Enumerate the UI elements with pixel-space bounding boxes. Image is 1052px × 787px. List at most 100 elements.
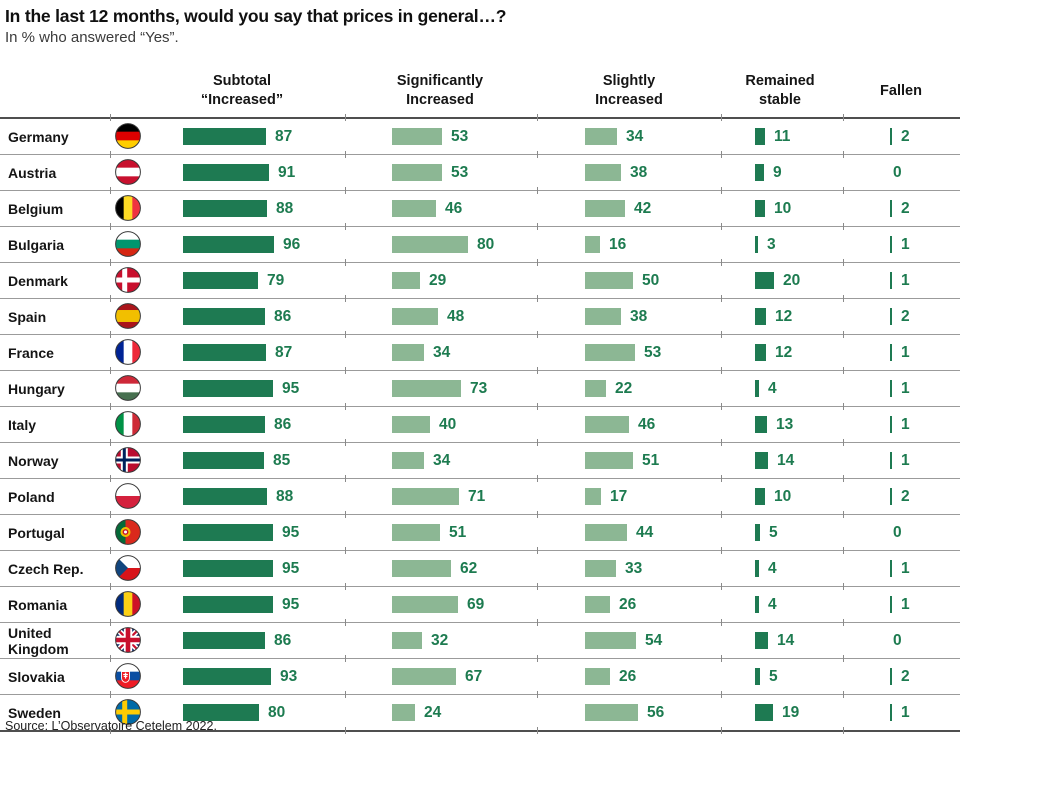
column-divider-tick	[721, 367, 722, 374]
bar-fallen	[890, 272, 892, 289]
bar-subtotal-increased	[183, 200, 267, 217]
czech-rep-flag-icon	[115, 555, 141, 581]
column-divider-tick	[721, 475, 722, 482]
country-label: Bulgaria	[8, 236, 65, 253]
bar-subtotal-increased	[183, 164, 269, 181]
table-row: Germany 87 53 34 11 2	[0, 119, 960, 158]
column-divider-tick	[843, 439, 844, 446]
bar-value-fallen: 2	[901, 487, 910, 505]
column-divider-tick	[110, 367, 111, 374]
bar-value-significantly-increased: 32	[431, 631, 449, 649]
column-divider-tick	[537, 259, 538, 266]
bar-fallen	[890, 668, 892, 685]
sweden-flag-icon	[115, 699, 141, 725]
bar-value-remained-stable: 19	[782, 703, 800, 721]
bar-value-remained-stable: 5	[769, 667, 778, 685]
column-divider-tick	[110, 331, 111, 338]
bar-value-slightly-increased: 26	[619, 667, 637, 685]
bar-value-remained-stable: 12	[775, 343, 793, 361]
bar-slightly-increased	[585, 128, 617, 145]
bar-significantly-increased	[392, 164, 442, 181]
bar-remained-stable	[755, 704, 773, 721]
column-divider-tick	[110, 223, 111, 230]
bar-value-fallen: 2	[901, 667, 910, 685]
slovakia-flag-icon	[115, 663, 141, 689]
column-divider-tick	[110, 295, 111, 302]
column-divider-tick	[345, 511, 346, 518]
column-divider-tick	[721, 114, 722, 121]
column-divider-tick	[537, 114, 538, 121]
bar-value-remained-stable: 10	[774, 487, 792, 505]
table-row: Portugal 95 51 44 5 0	[0, 515, 960, 554]
bar-value-subtotal-increased: 80	[268, 703, 286, 721]
bar-value-slightly-increased: 42	[634, 199, 652, 217]
bar-slightly-increased	[585, 452, 633, 469]
bar-slightly-increased	[585, 272, 633, 289]
column-divider-tick	[110, 511, 111, 518]
bar-value-remained-stable: 12	[775, 307, 793, 325]
bar-value-fallen: 1	[901, 559, 910, 577]
bar-subtotal-increased	[183, 488, 267, 505]
bar-value-fallen: 0	[893, 523, 902, 541]
table-row: Italy 86 40 46 13 1	[0, 407, 960, 446]
hungary-flag-icon	[115, 375, 141, 401]
column-divider-tick	[110, 583, 111, 590]
bar-significantly-increased	[392, 200, 436, 217]
column-divider-tick	[721, 151, 722, 158]
column-divider-tick	[537, 583, 538, 590]
bar-value-significantly-increased: 34	[433, 451, 451, 469]
column-divider-tick	[537, 223, 538, 230]
bulgaria-flag-icon	[115, 231, 141, 257]
column-divider-tick	[110, 655, 111, 662]
column-divider-tick	[345, 439, 346, 446]
bar-value-remained-stable: 11	[774, 127, 791, 145]
column-divider-tick	[721, 547, 722, 554]
column-divider-tick	[345, 223, 346, 230]
bar-remained-stable	[755, 596, 759, 613]
bar-slightly-increased	[585, 344, 635, 361]
column-divider-tick	[345, 727, 346, 734]
column-divider-tick	[537, 187, 538, 194]
bar-fallen	[890, 344, 892, 361]
country-label: Belgium	[8, 200, 64, 217]
bar-value-fallen: 1	[901, 271, 910, 289]
column-divider-tick	[843, 114, 844, 121]
bar-value-significantly-increased: 53	[451, 127, 469, 145]
column-divider-tick	[537, 439, 538, 446]
column-divider-tick	[843, 583, 844, 590]
column-divider-tick	[843, 151, 844, 158]
table-row: France 87 34 53 12 1	[0, 335, 960, 374]
bar-fallen	[890, 488, 892, 505]
bar-value-slightly-increased: 38	[630, 307, 648, 325]
column-divider-tick	[843, 547, 844, 554]
bar-value-fallen: 1	[901, 703, 910, 721]
bar-slightly-increased	[585, 236, 600, 253]
bar-value-remained-stable: 20	[783, 271, 801, 289]
bar-value-remained-stable: 9	[773, 163, 782, 181]
bar-value-significantly-increased: 24	[424, 703, 442, 721]
table-row: Hungary 95 73 22 4 1	[0, 371, 960, 410]
bar-subtotal-increased	[183, 344, 266, 361]
column-divider-tick	[843, 727, 844, 734]
column-divider-tick	[721, 439, 722, 446]
bar-value-slightly-increased: 46	[638, 415, 656, 433]
column-divider-tick	[721, 295, 722, 302]
column-divider-tick	[345, 295, 346, 302]
bar-subtotal-increased	[183, 632, 265, 649]
country-label: Norway	[8, 452, 59, 469]
table-row: Poland 88 71 17 10 2	[0, 479, 960, 518]
bar-value-remained-stable: 14	[777, 631, 795, 649]
column-divider-tick	[537, 547, 538, 554]
bar-value-subtotal-increased: 86	[274, 415, 292, 433]
bar-value-subtotal-increased: 91	[278, 163, 296, 181]
country-label: Germany	[8, 128, 69, 145]
table-row: Austria 91 53 38 9 0	[0, 155, 960, 194]
column-header-slightly-increased: Slightly Increased	[595, 73, 663, 108]
column-divider-tick	[110, 259, 111, 266]
column-divider-tick	[537, 619, 538, 626]
bar-value-subtotal-increased: 85	[273, 451, 291, 469]
bar-significantly-increased	[392, 632, 422, 649]
column-divider-tick	[345, 655, 346, 662]
bar-remained-stable	[755, 272, 774, 289]
bar-value-fallen: 0	[893, 163, 902, 181]
